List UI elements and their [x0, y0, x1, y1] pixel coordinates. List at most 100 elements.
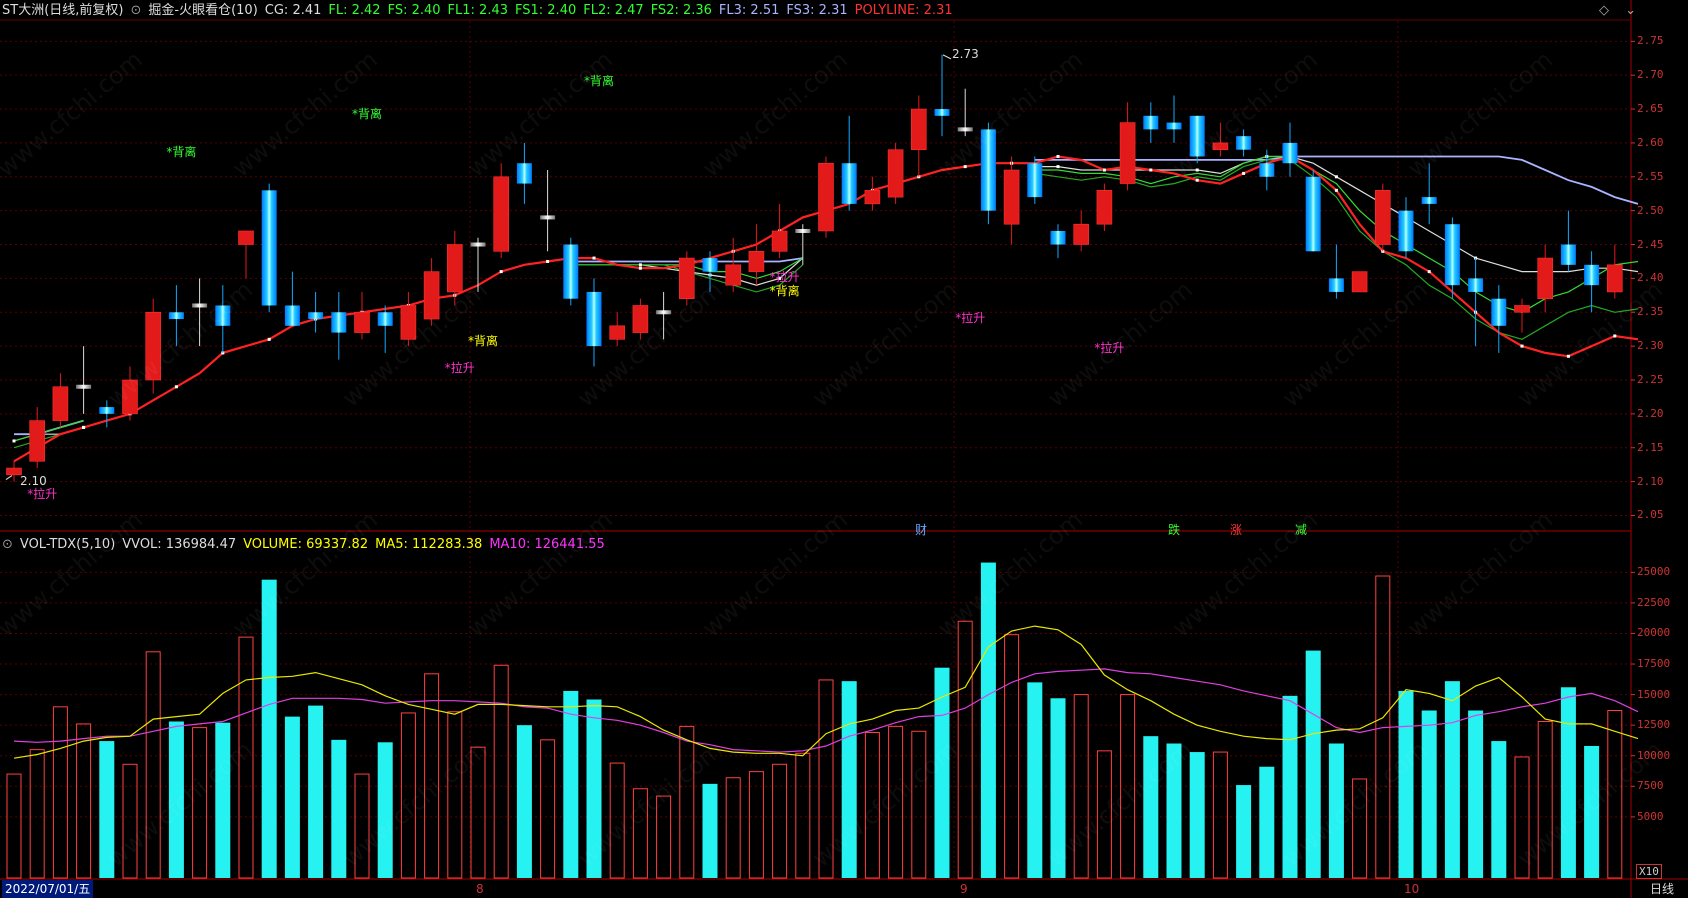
candle-body	[1073, 223, 1089, 245]
volume-bar	[888, 725, 904, 879]
polyline-dot	[1520, 344, 1524, 348]
volume-bar	[1607, 709, 1623, 879]
candle-body	[168, 312, 184, 320]
volume-bar	[1584, 745, 1600, 878]
polyline-dot	[638, 266, 642, 270]
cg-dot	[82, 425, 86, 429]
volume-bar	[1560, 687, 1576, 878]
volume-bar	[424, 673, 440, 879]
volume-bar	[29, 749, 45, 879]
volume-bar	[725, 777, 741, 879]
volume-bar	[1514, 756, 1530, 879]
volume-bar	[493, 664, 509, 879]
event-badge[interactable]: 涨	[1230, 523, 1243, 537]
event-badge[interactable]: 财	[915, 523, 928, 537]
candle-body	[516, 163, 532, 184]
candle-body	[1607, 264, 1623, 293]
candle-body	[99, 407, 115, 414]
price-axis-label: 2.05	[1637, 508, 1664, 522]
price-axis-label: 2.65	[1637, 102, 1664, 116]
volume-bar	[470, 746, 486, 879]
volume-bar	[1120, 694, 1136, 879]
candle-body	[1027, 163, 1043, 198]
candle-body	[238, 230, 254, 245]
indicator-name[interactable]: 掘金-火眼看仓(10)	[148, 3, 258, 18]
price-axis-label: 2.30	[1637, 339, 1664, 353]
volume-bar	[1305, 650, 1321, 878]
candle-body	[52, 386, 69, 421]
candle-body	[609, 325, 626, 340]
candle-body	[586, 291, 602, 347]
candle-body	[864, 190, 881, 205]
indicator-value: FS3: 2.31	[786, 3, 848, 18]
candle-body	[725, 264, 742, 286]
indicator-value: POLYLINE: 2.31	[854, 3, 953, 18]
volume-bar	[609, 762, 625, 879]
price-axis-label: 2.15	[1637, 440, 1664, 454]
indicator-value: FS2: 2.36	[650, 3, 712, 18]
diamond-icon[interactable]: ◇	[1598, 3, 1609, 18]
volume-bar	[586, 699, 602, 878]
price-axis-label: 2.35	[1637, 305, 1664, 319]
volume-bar	[447, 711, 463, 879]
period-label[interactable]: 日线	[1650, 882, 1675, 896]
volume-bar	[52, 706, 68, 879]
polyline-dot	[592, 256, 596, 260]
volume-bar	[168, 721, 184, 878]
volume-bar	[1491, 741, 1507, 878]
polyline-dot	[546, 259, 550, 263]
candle-body	[354, 311, 370, 333]
signal-marker: *拉升	[955, 310, 986, 325]
candle-body	[308, 312, 324, 320]
indicator-value: MA10: 126441.55	[489, 537, 605, 552]
volume-bar	[1444, 681, 1460, 878]
candle-body	[632, 305, 649, 333]
indicator-toggle-icon[interactable]: ⊙	[130, 3, 142, 18]
candle-body	[748, 250, 765, 272]
candle-body	[1119, 122, 1136, 184]
price-axis-label: 2.25	[1637, 372, 1664, 386]
indicator-value: VOLUME: 69337.82	[243, 537, 369, 552]
high-price-label: 2.73	[952, 46, 979, 61]
volume-bar	[215, 722, 231, 878]
candle-body	[1328, 278, 1344, 292]
stock-name[interactable]: ST大洲(日线,前复权)	[2, 3, 124, 18]
volume-toggle-icon[interactable]: ⊙	[2, 537, 13, 552]
volume-bar	[1096, 750, 1112, 879]
price-axis-label: 2.20	[1637, 406, 1664, 420]
price-axis-label: 2.75	[1637, 34, 1664, 48]
signal-marker: *拉升	[769, 270, 800, 284]
indicator-value: FL: 2.42	[328, 3, 381, 18]
candle-body	[1491, 298, 1507, 326]
volume-bar	[1328, 743, 1344, 878]
candle-body	[1351, 271, 1368, 293]
volume-bar	[238, 636, 254, 879]
volume-bar	[261, 579, 277, 878]
price-axis-label: 2.70	[1637, 68, 1664, 82]
polyline-dot	[1613, 334, 1617, 338]
volume-indicator-name[interactable]: VOL-TDX(5,10)	[19, 537, 116, 552]
event-badge[interactable]: 减	[1295, 523, 1308, 537]
event-badge[interactable]: 跌	[1168, 523, 1181, 537]
volume-bar	[1421, 710, 1437, 878]
candle-body	[423, 271, 440, 320]
signal-marker: *拉升	[1094, 341, 1125, 356]
volume-bar	[1050, 698, 1066, 878]
cg-dot	[1056, 165, 1060, 169]
volume-bar	[1236, 785, 1252, 878]
price-axis-label: 2.55	[1637, 169, 1664, 183]
polyline-dot	[1566, 354, 1570, 358]
cg-dot	[1334, 175, 1338, 179]
chevron-down-icon[interactable]: ⌄	[1625, 3, 1636, 18]
candle-body	[1305, 176, 1321, 252]
volume-indicator-header: ⊙ VOL-TDX(5,10) VVOL: 136984.47 VOLUME: 693…	[2, 535, 619, 555]
volume-bar	[1143, 736, 1159, 878]
signal-marker: *背离	[352, 107, 383, 122]
ma5-line	[13, 625, 1639, 759]
signal-marker: *背离	[769, 283, 800, 298]
volume-bar	[795, 752, 811, 879]
volume-bar	[563, 690, 579, 878]
signal-marker: *背离	[584, 73, 615, 88]
indicator-value: FS1: 2.40	[515, 3, 577, 18]
